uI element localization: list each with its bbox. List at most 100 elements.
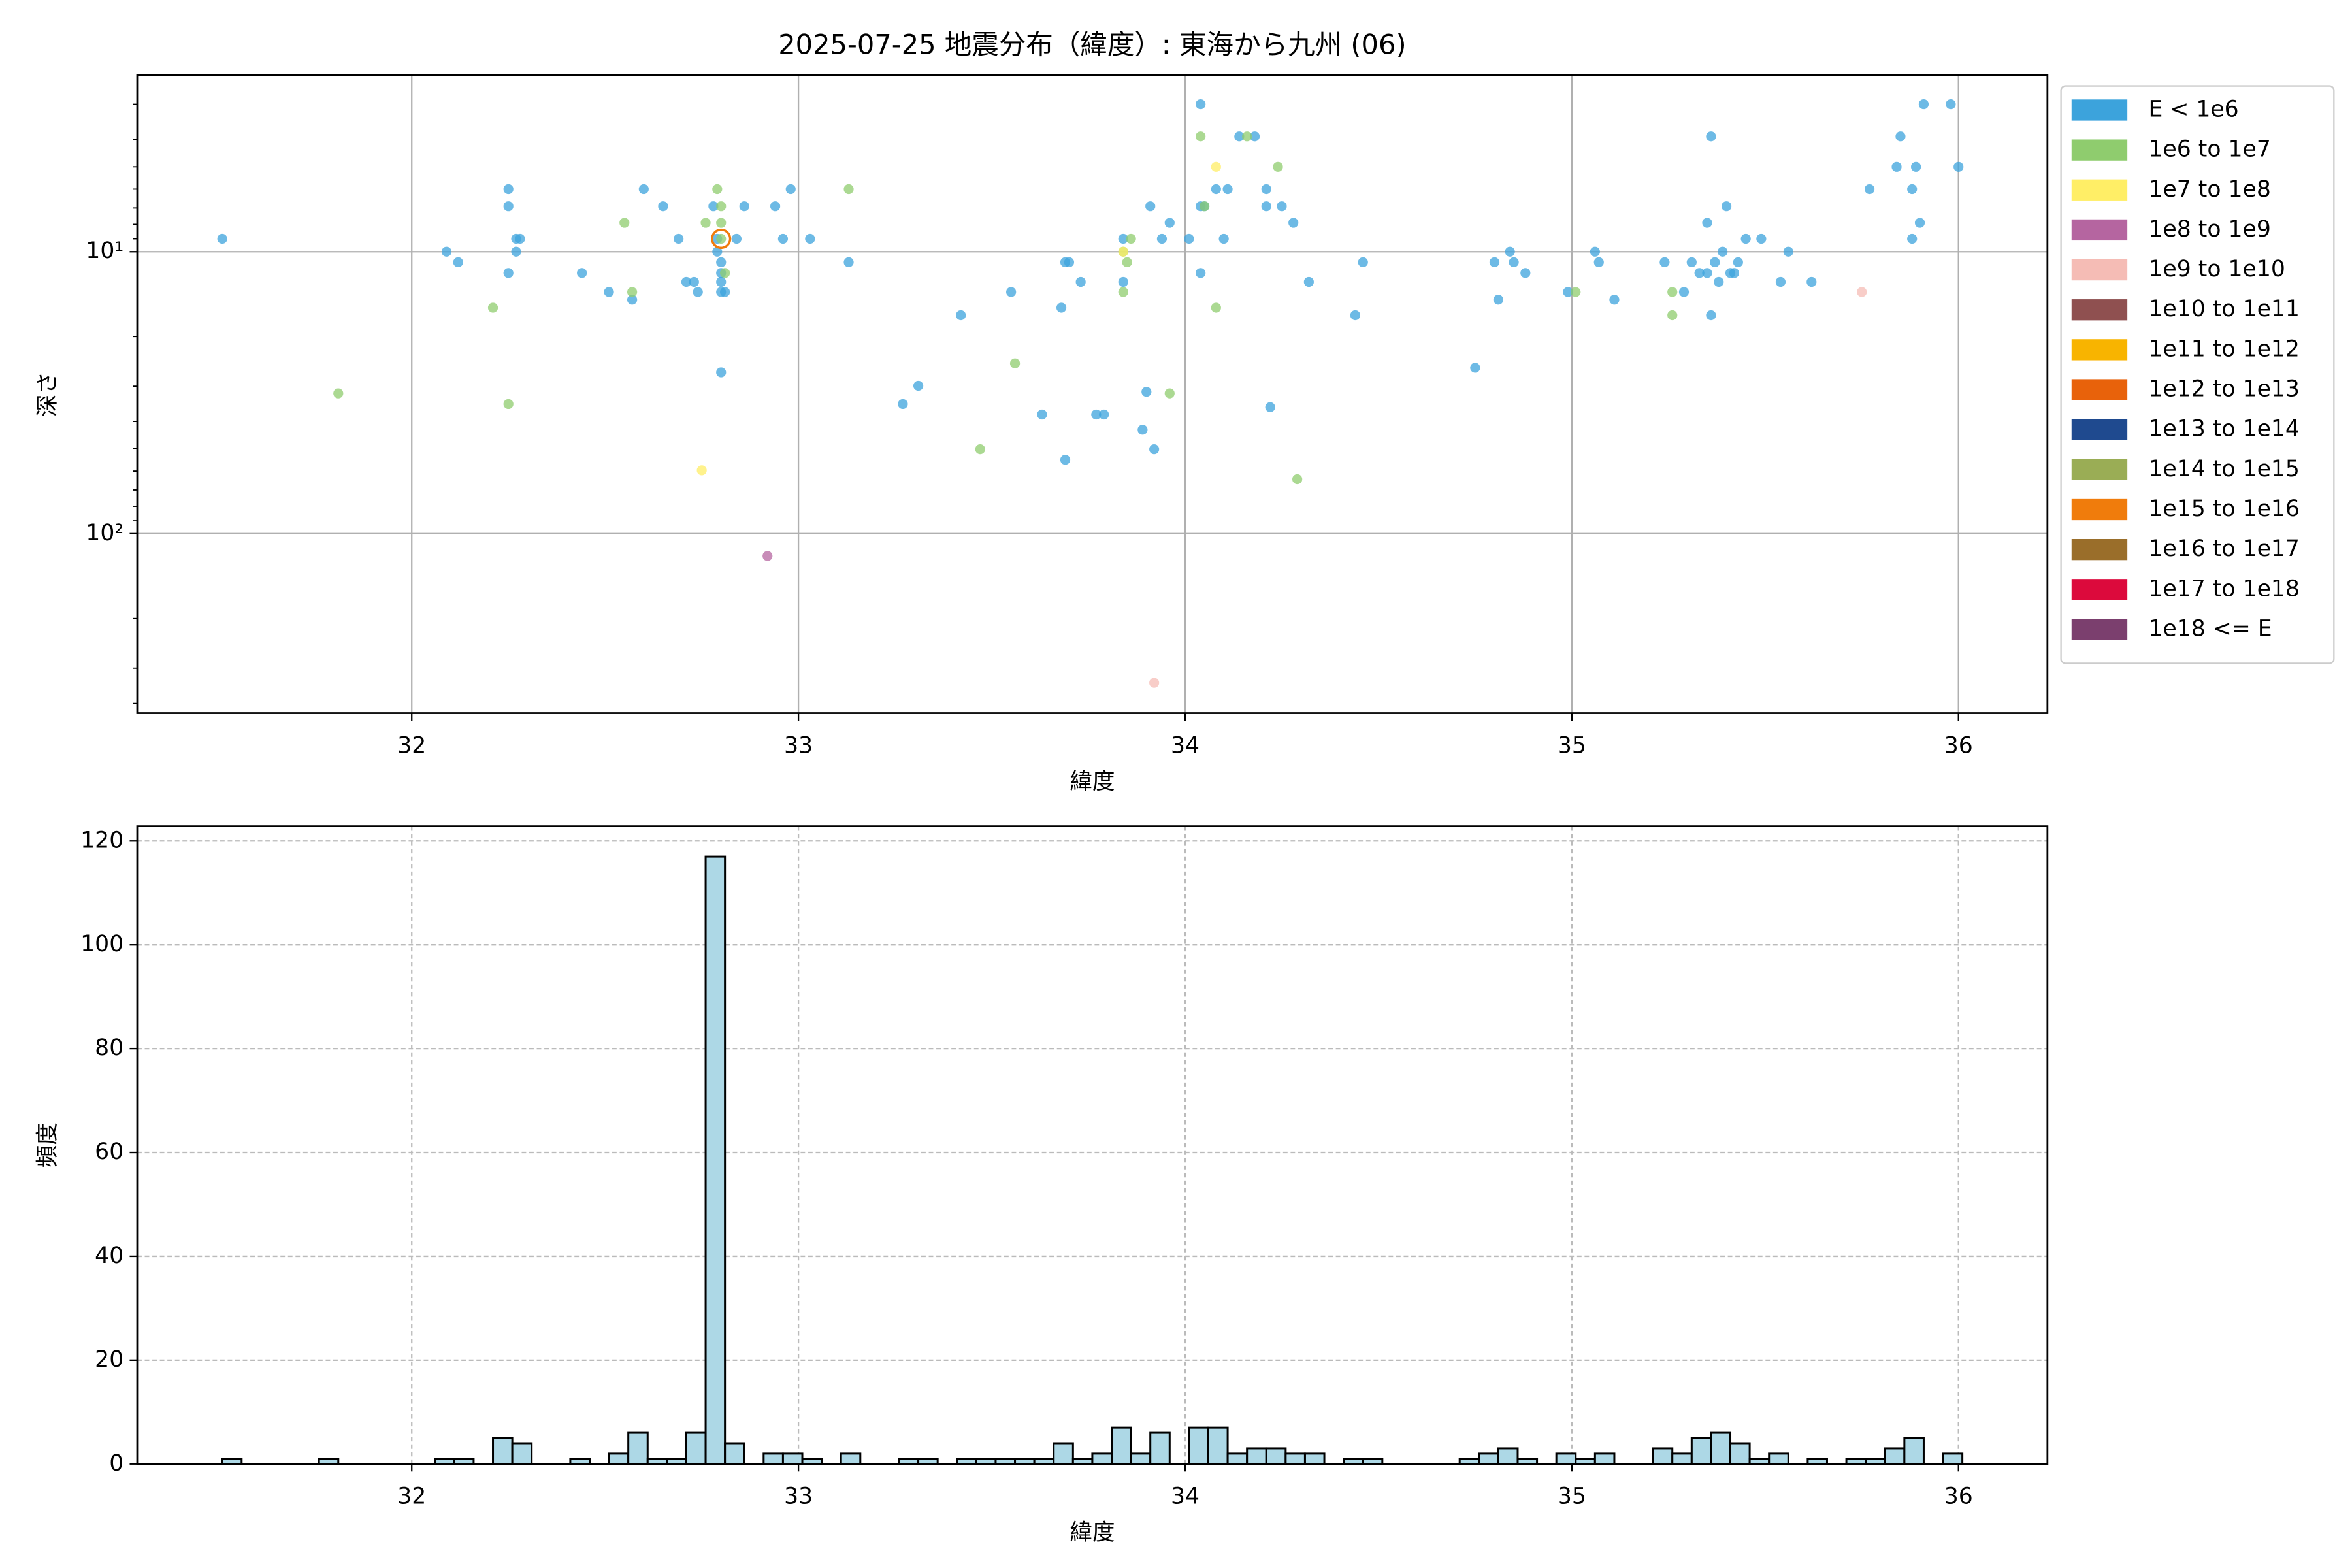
point [627, 287, 638, 297]
legend-label: 1e15 to 1e16 [2148, 496, 2299, 522]
point [700, 218, 711, 228]
legend-swatch [2071, 179, 2128, 201]
point [1199, 201, 1210, 212]
point [619, 218, 630, 228]
point [1694, 268, 1705, 278]
histogram-bar [1130, 1452, 1152, 1465]
y-tick-label: 40 [95, 1243, 123, 1269]
histogram-bar [646, 1458, 668, 1465]
point [1211, 161, 1221, 172]
point [1946, 99, 1956, 110]
points [217, 99, 1964, 688]
point [913, 380, 924, 391]
histogram-bar [1149, 1431, 1171, 1465]
point [1493, 295, 1504, 305]
point [441, 246, 452, 257]
point [1273, 161, 1283, 172]
point [1857, 287, 1867, 297]
point [1122, 257, 1132, 268]
y-tick-label: 20 [95, 1347, 123, 1373]
point [1265, 402, 1275, 412]
point [638, 184, 649, 195]
histogram-bar [1710, 1431, 1732, 1465]
point [1211, 184, 1221, 195]
histogram-bar [994, 1458, 1017, 1465]
point [1261, 184, 1271, 195]
axes-frame [136, 74, 2049, 714]
histogram-bar [1111, 1426, 1132, 1465]
x-tick-label: 35 [1558, 1484, 1586, 1510]
legend-frame [2060, 85, 2335, 664]
legend-label: E < 1e6 [2148, 96, 2238, 122]
point [1118, 246, 1128, 257]
point [1118, 276, 1128, 287]
point [503, 201, 514, 212]
point [716, 233, 727, 244]
point [1234, 131, 1245, 142]
point [1740, 233, 1751, 244]
point [217, 233, 227, 244]
point [1505, 246, 1515, 257]
point [1056, 302, 1067, 313]
legend-swatch [2071, 379, 2128, 400]
point [1895, 131, 1906, 142]
histogram-bar [1555, 1452, 1577, 1465]
point [805, 233, 815, 244]
histogram-bar [1575, 1458, 1596, 1465]
y-axis-label: 深さ [35, 372, 61, 417]
point [696, 465, 707, 476]
x-axis-label: 緯度 [1070, 769, 1115, 795]
point [1678, 287, 1690, 297]
legend-label: 1e6 to 1e7 [2148, 137, 2270, 163]
point [785, 184, 796, 195]
point [681, 276, 692, 287]
point [1060, 455, 1071, 465]
legend-label: 1e7 to 1e8 [2148, 176, 2270, 203]
y-tick-label: 100 [80, 931, 123, 957]
point [1075, 276, 1086, 287]
y-tick-label: 10¹ [86, 238, 123, 264]
histogram-bar [1690, 1437, 1712, 1465]
histogram-bar [434, 1458, 455, 1465]
point [777, 233, 789, 244]
histogram-bar [1303, 1452, 1326, 1465]
histogram-bar [1497, 1447, 1519, 1465]
point [712, 184, 723, 195]
histogram-bar [956, 1458, 977, 1465]
histogram-bar [1768, 1452, 1789, 1465]
y-axis-label: 頻度 [35, 1122, 61, 1168]
legend-label: 1e16 to 1e17 [2148, 536, 2299, 562]
legend-label: 1e12 to 1e13 [2148, 376, 2299, 402]
histogram-bar [1053, 1442, 1074, 1465]
x-tick-label: 32 [397, 732, 426, 759]
point [1706, 131, 1716, 142]
point [1196, 268, 1206, 278]
legend-swatch [2071, 539, 2128, 561]
legend: E < 1e6 1e6 to 1e7 1e7 to 1e8 1e8 to 1e9 1e9… [2060, 85, 2335, 664]
point [739, 201, 749, 212]
x-tick-label: 32 [397, 1484, 426, 1510]
histogram-bar [1884, 1447, 1906, 1465]
histogram-bar [1014, 1458, 1036, 1465]
point [1196, 99, 1206, 110]
point [1277, 201, 1287, 212]
x-tick-label: 35 [1558, 732, 1586, 759]
point [1659, 257, 1670, 268]
point [693, 287, 703, 297]
point [716, 257, 727, 268]
point [1118, 233, 1128, 244]
point [453, 257, 463, 268]
histogram-bar [608, 1452, 630, 1465]
point [1261, 201, 1271, 212]
point [1918, 99, 1929, 110]
point [898, 399, 908, 410]
legend-swatch [2071, 498, 2128, 521]
histogram-bar [1091, 1452, 1113, 1465]
point [1211, 302, 1221, 313]
point [975, 444, 985, 455]
point [1702, 268, 1712, 278]
histogram-bar [1903, 1437, 1925, 1465]
point [956, 310, 966, 321]
point [716, 367, 727, 378]
